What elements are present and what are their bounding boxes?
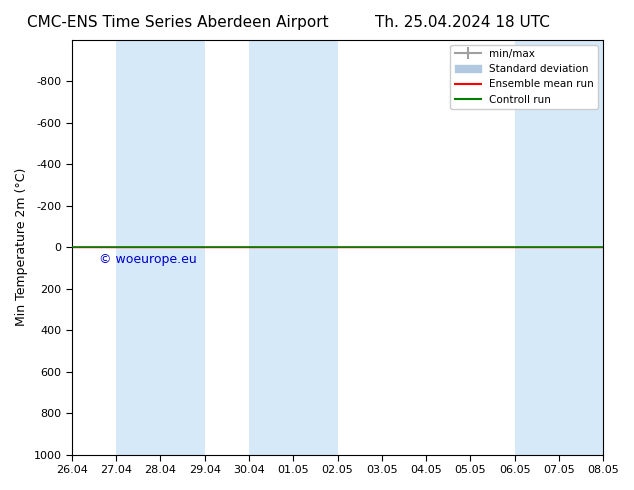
Y-axis label: Min Temperature 2m (°C): Min Temperature 2m (°C) xyxy=(15,168,28,326)
Bar xyxy=(515,40,603,455)
Bar xyxy=(515,40,603,455)
Text: Th. 25.04.2024 18 UTC: Th. 25.04.2024 18 UTC xyxy=(375,15,550,30)
Legend: min/max, Standard deviation, Ensemble mean run, Controll run: min/max, Standard deviation, Ensemble me… xyxy=(451,45,598,109)
Text: CMC-ENS Time Series Aberdeen Airport: CMC-ENS Time Series Aberdeen Airport xyxy=(27,15,328,30)
Bar xyxy=(116,40,205,455)
Text: © woeurope.eu: © woeurope.eu xyxy=(98,253,197,266)
Bar xyxy=(249,40,337,455)
